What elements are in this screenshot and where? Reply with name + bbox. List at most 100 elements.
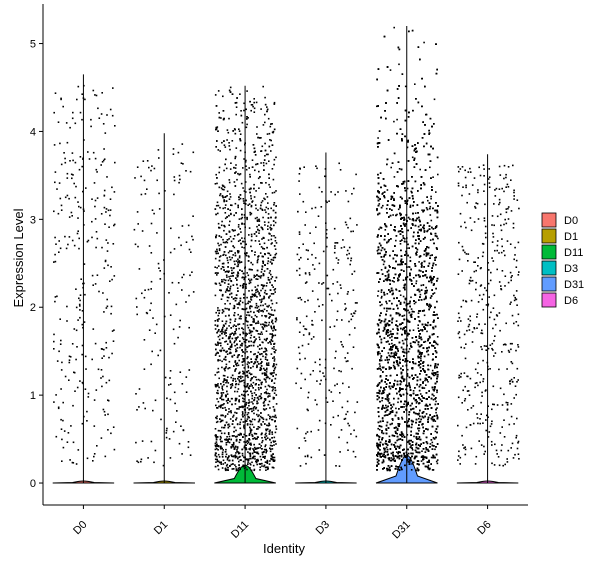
- data-point: [83, 263, 86, 265]
- data-point: [257, 136, 259, 139]
- data-point: [242, 338, 245, 341]
- data-point: [345, 223, 348, 226]
- data-point: [107, 413, 109, 416]
- data-point: [250, 383, 252, 386]
- data-point: [410, 445, 412, 447]
- data-point: [264, 436, 266, 439]
- data-point: [329, 326, 331, 328]
- data-point: [412, 277, 415, 279]
- data-point: [256, 216, 258, 219]
- data-point: [230, 267, 232, 269]
- data-point: [230, 463, 233, 466]
- data-point: [245, 447, 247, 449]
- data-point: [100, 213, 103, 215]
- data-point: [272, 220, 275, 222]
- data-point: [232, 230, 235, 232]
- data-point: [270, 139, 272, 142]
- data-point: [267, 279, 270, 281]
- data-point: [77, 230, 79, 232]
- data-point: [224, 217, 227, 220]
- data-point: [346, 352, 349, 354]
- data-point: [264, 356, 267, 358]
- data-point: [346, 400, 349, 403]
- data-point: [227, 382, 230, 384]
- data-point: [222, 185, 225, 187]
- data-point: [94, 218, 97, 220]
- data-point: [58, 251, 60, 253]
- data-point: [258, 414, 260, 416]
- data-point: [238, 250, 240, 252]
- data-point: [268, 317, 270, 319]
- data-point: [92, 151, 95, 154]
- data-point: [326, 201, 328, 204]
- data-point: [215, 435, 217, 437]
- data-point: [235, 455, 238, 458]
- data-point: [60, 163, 63, 166]
- data-point: [246, 374, 249, 377]
- data-point: [256, 307, 258, 309]
- data-point: [273, 368, 276, 370]
- data-point: [245, 316, 247, 319]
- data-point: [382, 263, 385, 266]
- data-point: [377, 295, 379, 297]
- data-point: [267, 213, 270, 215]
- data-point: [113, 275, 116, 277]
- data-point: [222, 381, 225, 383]
- data-point: [255, 291, 257, 294]
- data-point: [249, 307, 251, 310]
- data-point: [232, 444, 234, 446]
- data-point: [228, 367, 231, 369]
- data-point: [251, 461, 253, 464]
- data-point: [218, 338, 221, 341]
- data-point: [228, 256, 231, 258]
- data-point: [262, 327, 264, 329]
- data-point: [168, 384, 170, 386]
- data-point: [302, 200, 305, 203]
- data-point: [62, 401, 64, 404]
- data-point: [257, 428, 259, 430]
- data-point: [112, 340, 115, 342]
- data-point: [239, 173, 242, 175]
- data-point: [218, 235, 221, 237]
- data-point: [233, 181, 236, 183]
- data-point: [256, 428, 258, 430]
- data-point: [225, 335, 227, 337]
- data-point: [269, 186, 271, 188]
- data-point: [328, 389, 331, 392]
- data-point: [69, 459, 71, 461]
- data-point: [337, 262, 339, 264]
- data-point: [264, 224, 266, 226]
- data-point: [252, 144, 255, 146]
- data-point: [243, 405, 245, 408]
- data-point: [259, 252, 262, 254]
- data-point: [233, 448, 236, 450]
- data-point: [233, 246, 236, 249]
- data-point: [273, 441, 275, 443]
- data-point: [397, 277, 399, 280]
- data-point: [241, 237, 243, 239]
- data-point: [256, 452, 258, 454]
- data-point: [274, 431, 277, 434]
- data-point: [250, 361, 253, 363]
- data-point: [265, 162, 268, 165]
- data-point: [77, 85, 80, 88]
- data-point: [107, 429, 109, 431]
- data-point: [237, 383, 240, 386]
- data-point: [339, 392, 341, 394]
- data-point: [215, 213, 217, 216]
- data-point: [252, 464, 255, 467]
- data-point: [259, 466, 262, 469]
- data-point: [267, 207, 269, 210]
- data-point: [165, 432, 168, 434]
- data-point: [79, 299, 81, 302]
- data-point: [248, 345, 250, 347]
- data-point: [54, 253, 56, 256]
- data-point: [344, 357, 346, 359]
- data-point: [216, 420, 219, 423]
- data-point: [269, 429, 271, 432]
- data-point: [260, 226, 263, 229]
- data-point: [389, 412, 392, 415]
- data-point: [225, 395, 227, 398]
- data-point: [271, 302, 274, 305]
- data-point: [250, 324, 253, 326]
